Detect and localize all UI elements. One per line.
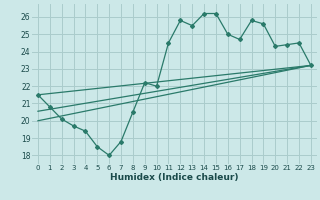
X-axis label: Humidex (Indice chaleur): Humidex (Indice chaleur) [110, 173, 239, 182]
